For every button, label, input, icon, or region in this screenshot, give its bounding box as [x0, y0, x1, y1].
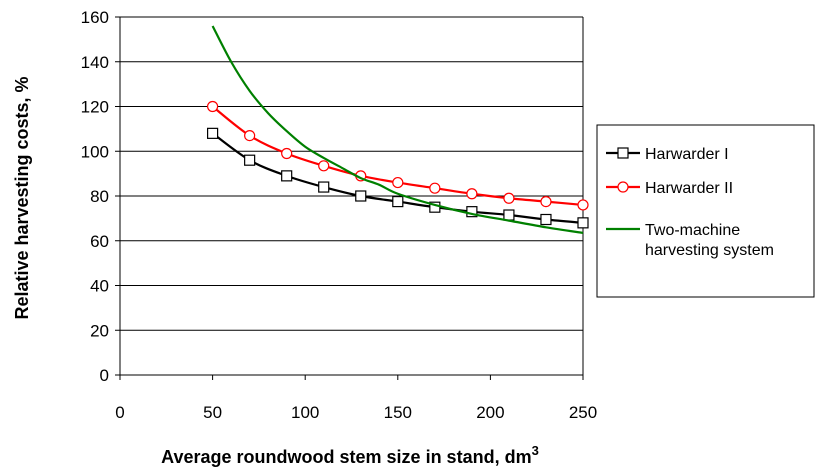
- x-axis-title-main: Average roundwood stem size in stand, dm: [161, 447, 531, 467]
- series-0-point-9: [540, 213, 552, 226]
- gridlines: [120, 16, 583, 331]
- legend-label-1: Harwarder II: [645, 180, 733, 197]
- y-tick-label-140: 140: [81, 53, 109, 72]
- axes: [115, 16, 584, 380]
- x-tick-labels: 0 50 100 150 200 250: [115, 403, 597, 422]
- series-0-point-10: [577, 217, 589, 229]
- series-line-2: [211, 25, 584, 235]
- series-line-1: [211, 105, 584, 207]
- series-layer: [207, 25, 589, 235]
- legend-label-2-line-0: Two-machine: [645, 222, 740, 239]
- legend-label-2: Two-machine harvesting system: [645, 222, 774, 259]
- series-0-point-4: [355, 190, 367, 202]
- x-tick-label-0: 0: [115, 403, 124, 422]
- x-axis-title-superscript: 3: [532, 443, 539, 458]
- legend-label-0: Harwarder I: [645, 146, 729, 163]
- y-tick-label-60: 60: [90, 232, 109, 251]
- series-1-point-1: [244, 129, 256, 142]
- series-1-point-10: [577, 199, 589, 211]
- series-1-point-6: [429, 182, 441, 194]
- y-tick-label-0: 0: [100, 366, 109, 385]
- series-1-point-2: [281, 147, 293, 160]
- legend-label-0-line-0: Harwarder I: [645, 146, 729, 163]
- series-1-point-8: [503, 192, 515, 204]
- y-tick-label-40: 40: [90, 277, 109, 296]
- series-0-point-2: [281, 170, 293, 182]
- y-tick-label-100: 100: [81, 142, 109, 161]
- legend-label-2-line-1: harvesting system: [645, 242, 774, 259]
- y-tick-label-120: 120: [81, 98, 109, 117]
- series-0-point-7: [466, 206, 478, 218]
- series-1-point-3: [318, 160, 330, 172]
- series-0-point-3: [318, 181, 330, 193]
- x-tick-label-50: 50: [203, 403, 222, 422]
- series-0-point-8: [503, 209, 515, 221]
- y-tick-label-160: 160: [81, 8, 109, 27]
- x-tick-label-250: 250: [569, 403, 597, 422]
- legend-marker-1: [617, 181, 629, 193]
- series-0-point-5: [392, 195, 404, 208]
- x-tick-label-200: 200: [476, 403, 504, 422]
- series-1-point-0: [207, 100, 219, 113]
- series-1-point-9: [540, 195, 552, 208]
- x-axis-title: Average roundwood stem size in stand, dm…: [161, 443, 539, 467]
- series-0-point-1: [244, 154, 256, 166]
- series-1-point-7: [466, 188, 478, 200]
- legend-marker-0: [617, 147, 629, 159]
- y-tick-label-80: 80: [90, 187, 109, 206]
- x-tick-label-150: 150: [384, 403, 412, 422]
- y-axis-title: Relative harvesting costs, %: [12, 76, 32, 319]
- series-0-point-0: [207, 127, 219, 139]
- x-tick-label-100: 100: [291, 403, 319, 422]
- y-tick-labels: 0 20 40 60 80 100 120 140 160: [81, 8, 109, 385]
- legend-label-1-line-0: Harwarder II: [645, 180, 733, 197]
- legend: Harwarder I Harwarder II Two-machine harves…: [596, 124, 815, 298]
- y-tick-label-20: 20: [90, 321, 109, 340]
- series-1-point-5: [392, 176, 404, 189]
